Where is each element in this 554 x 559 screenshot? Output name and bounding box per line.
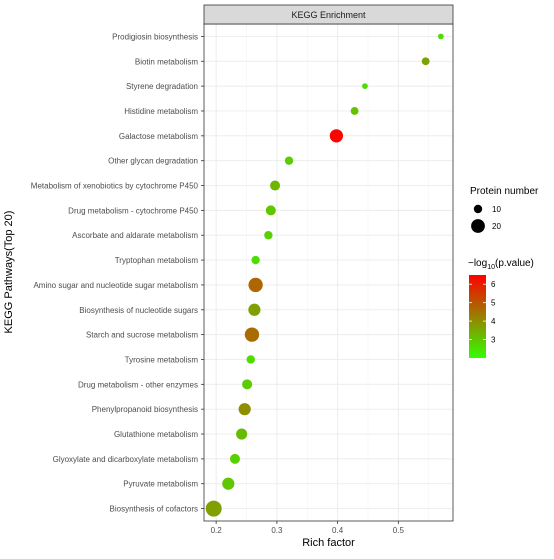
color-bar-label: 4 <box>491 317 496 326</box>
y-tick-label: Ascorbate and aldarate metabolism <box>72 231 198 240</box>
color-bar-label: 6 <box>491 280 496 289</box>
data-point <box>248 277 263 293</box>
y-tick-label: Histidine metabolism <box>124 107 198 116</box>
y-tick-label: Glyoxylate and dicarboxylate metabolism <box>53 455 199 464</box>
color-legend-title-prefix: −log <box>468 258 487 269</box>
data-point <box>248 303 261 316</box>
panel-background <box>204 24 453 521</box>
data-point <box>284 156 294 165</box>
y-tick-label: Metabolism of xenobiotics by cytochrome … <box>31 182 199 191</box>
y-tick-label: Tyrosine metabolism <box>125 355 199 364</box>
y-tick-label: Styrene degradation <box>126 82 198 91</box>
data-point <box>222 477 235 490</box>
size-legend-key <box>473 204 483 214</box>
color-bar-label: 5 <box>491 299 496 308</box>
y-tick-label: Drug metabolism - other enzymes <box>78 380 198 389</box>
data-point <box>270 180 281 191</box>
y-tick-label: Biosynthesis of cofactors <box>110 505 198 514</box>
y-tick-label: Phenylpropanoid biosynthesis <box>92 405 198 414</box>
data-point <box>265 205 276 216</box>
data-point <box>264 231 273 240</box>
data-point <box>246 355 255 364</box>
y-tick-label: Glutathione metabolism <box>114 430 198 439</box>
y-tick-label: Amino sugar and nucleotide sugar metabol… <box>33 281 198 290</box>
y-tick-label: Biosynthesis of nucleotide sugars <box>79 306 198 315</box>
size-legend-title: Protein number <box>470 186 539 197</box>
size-legend-key <box>471 219 485 233</box>
facet-strip-background <box>203 4 454 25</box>
x-axis-label: Rich factor <box>302 537 355 549</box>
x-tick-label: 0.3 <box>271 526 283 535</box>
data-point <box>362 83 368 89</box>
x-tick-label: 0.2 <box>211 526 223 535</box>
axes: Prodigiosin biosynthesis Biotin metabolis… <box>31 23 454 535</box>
x-tick-label: 0.4 <box>332 526 344 535</box>
data-point <box>251 255 260 265</box>
y-tick-label: Drug metabolism - cytochrome P450 <box>68 206 198 215</box>
data-points <box>205 33 444 517</box>
y-tick-label: Starch and sucrose metabolism <box>86 331 198 340</box>
data-point <box>350 107 359 115</box>
x-tick-label: 0.5 <box>393 526 405 535</box>
facet-label: KEGG Enrichment <box>291 10 366 20</box>
data-point <box>238 403 251 416</box>
y-tick-label: Prodigiosin biosynthesis <box>112 32 198 41</box>
color-bar-label: 3 <box>491 336 496 345</box>
data-point <box>236 428 248 440</box>
y-tick-label: Pyruvate metabolism <box>123 480 198 489</box>
data-point <box>242 379 253 390</box>
y-tick-label: Biotin metabolism <box>135 57 198 66</box>
grid-lines <box>204 24 453 521</box>
data-point <box>438 33 444 40</box>
color-legend-title: −log10(p.value) <box>468 258 534 271</box>
data-point <box>244 327 260 342</box>
data-point <box>329 129 344 143</box>
data-point <box>205 500 222 517</box>
size-legend-label: 10 <box>492 205 501 214</box>
facet-strip: KEGG Enrichment <box>203 4 454 25</box>
color-legend-title-sub: 10 <box>487 264 495 271</box>
y-axis-label: KEGG Pathways(Top 20) <box>3 211 15 334</box>
plot-panel <box>204 24 453 521</box>
color-legend-title-suffix: (p.value) <box>495 258 534 269</box>
y-tick-label: Galactose metabolism <box>119 132 198 141</box>
data-point <box>421 57 430 66</box>
color-bar <box>469 275 486 358</box>
y-tick-label: Tryptophan metabolism <box>115 256 199 265</box>
size-legend-label: 20 <box>492 222 501 231</box>
data-point <box>229 453 240 464</box>
y-tick-label: Other glycan degradation <box>108 157 198 166</box>
